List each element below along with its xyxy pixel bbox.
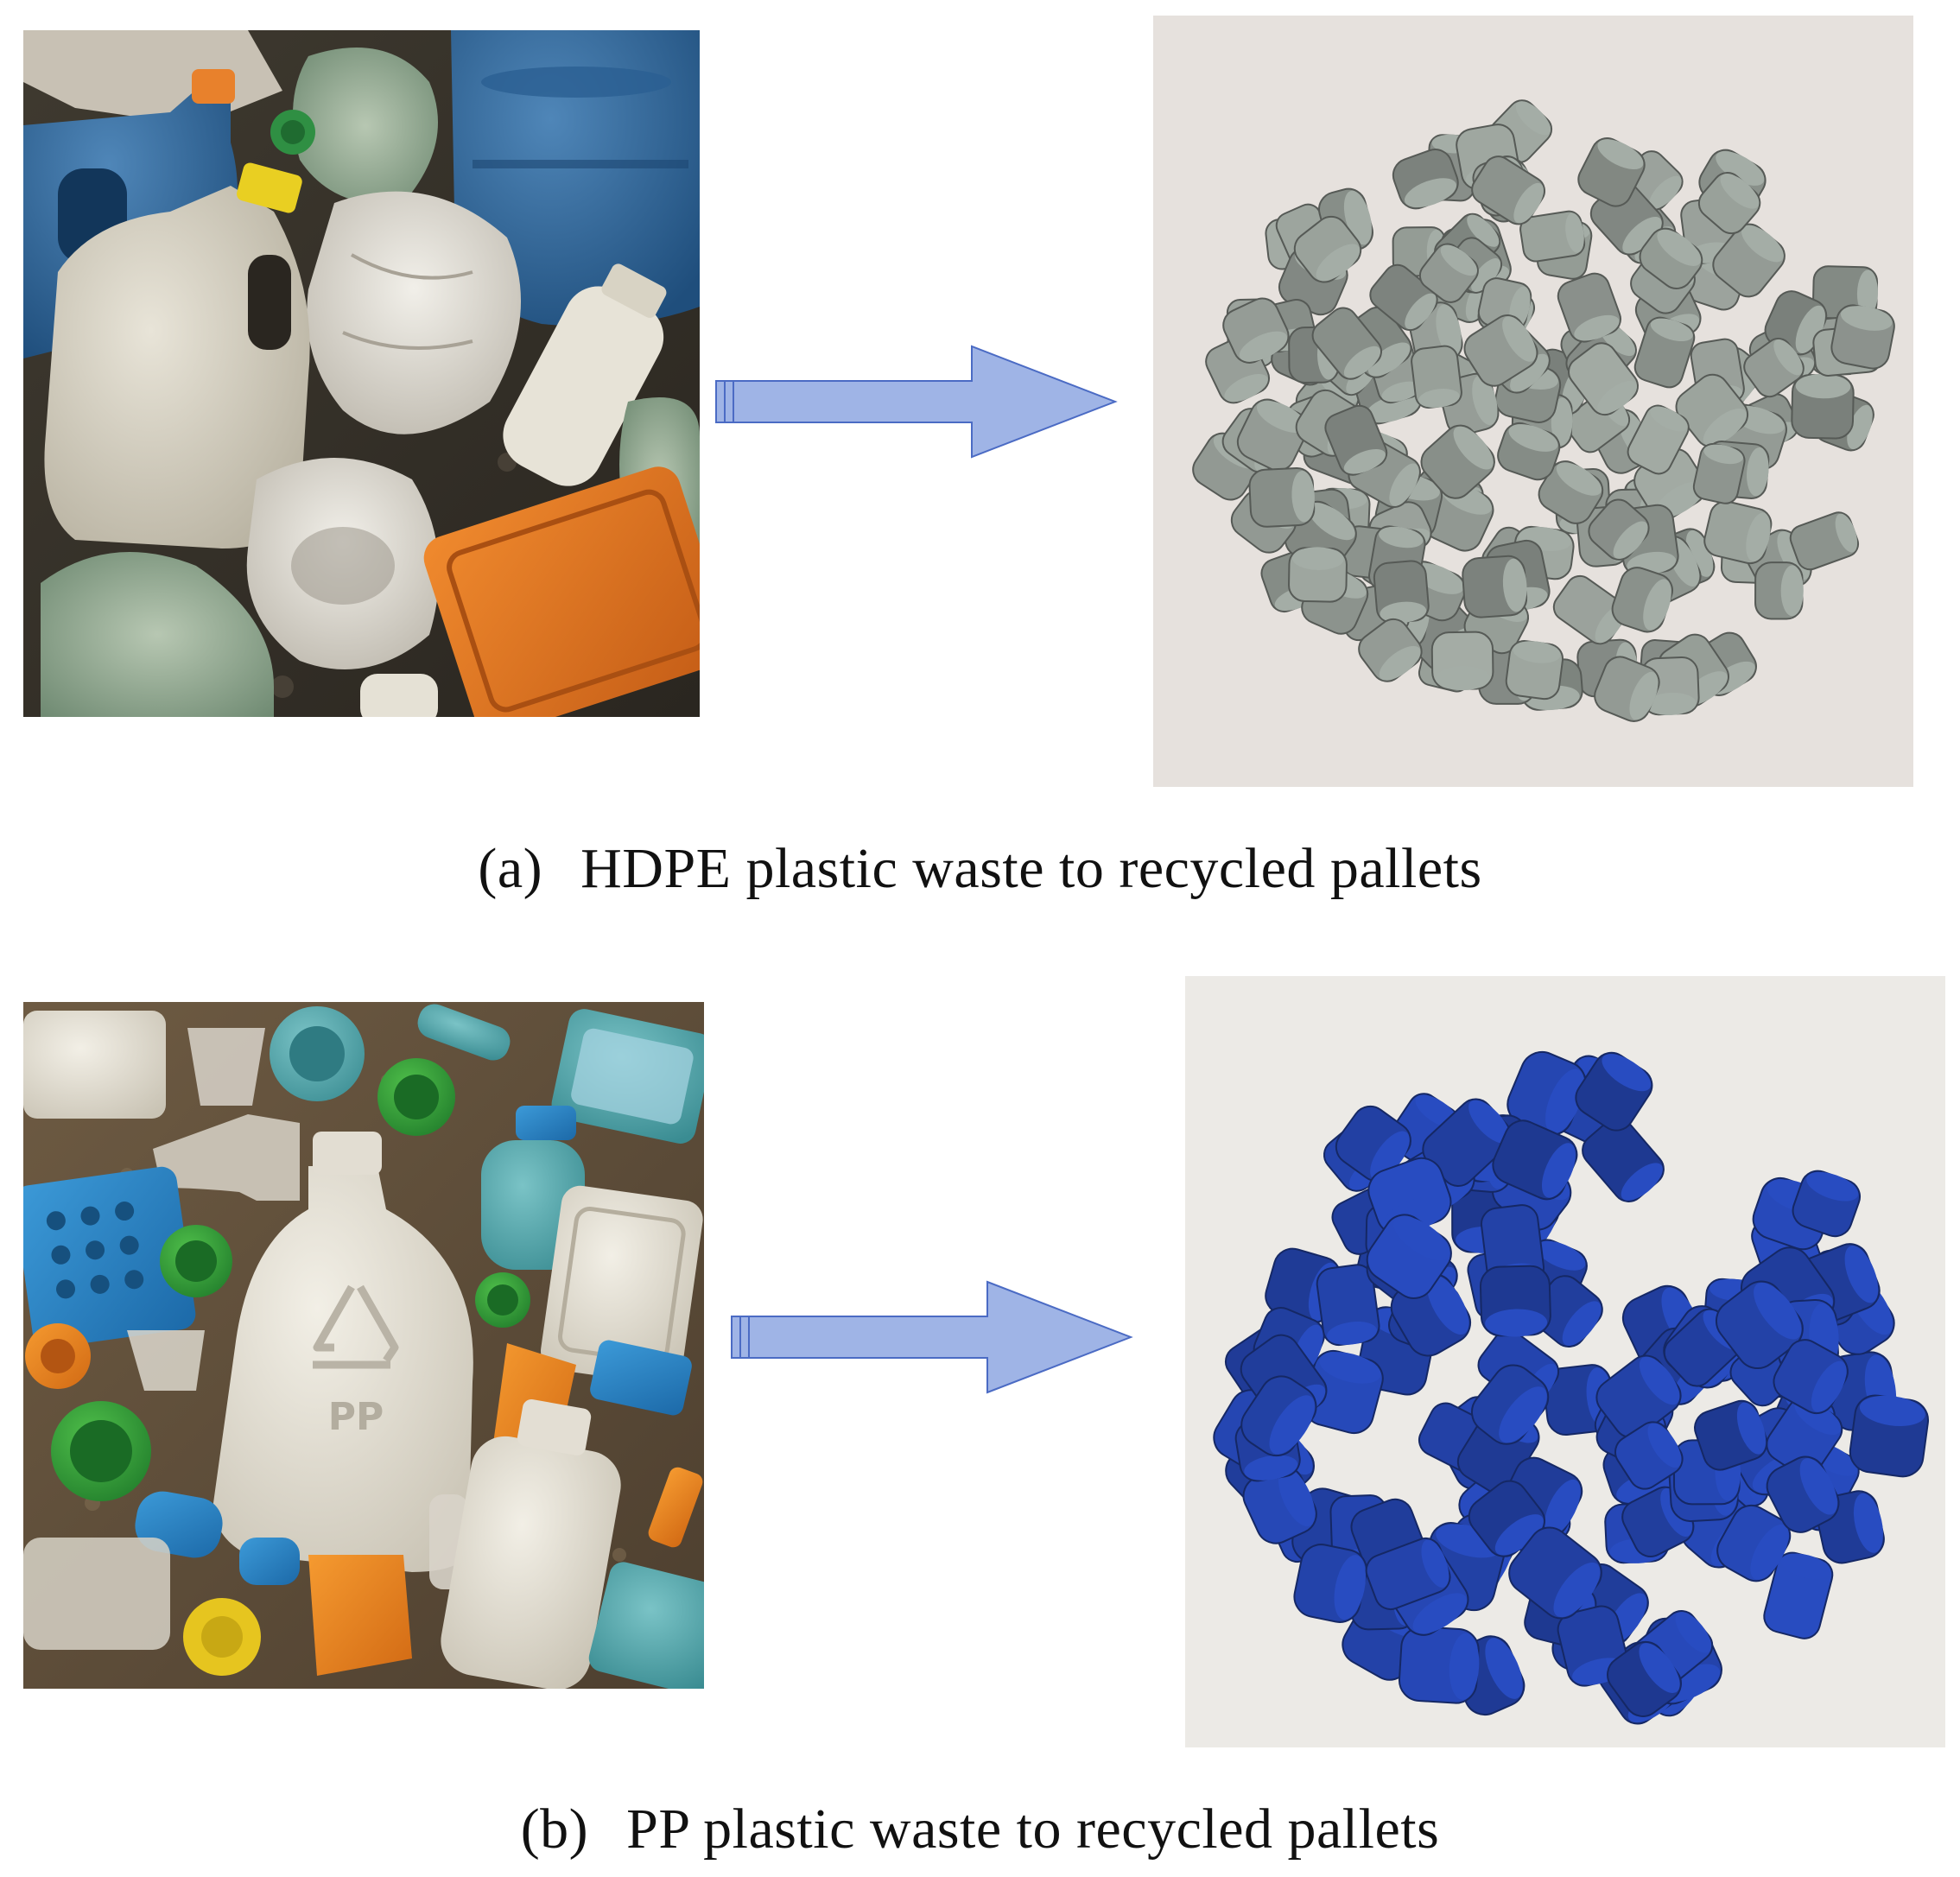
pellet [1470, 1364, 1550, 1445]
pellet [1418, 243, 1479, 303]
hdpe-pellets-photo [1153, 16, 1913, 787]
pellet [1588, 498, 1650, 561]
pellet [1594, 656, 1660, 722]
pellet [1639, 227, 1703, 289]
pellet [1607, 1640, 1682, 1717]
pellet [1830, 304, 1895, 370]
pellet [1248, 467, 1316, 528]
pellet [1633, 316, 1696, 389]
pellet [1849, 1394, 1930, 1478]
pellet [1366, 1214, 1452, 1299]
pellet [1222, 297, 1290, 364]
pellet [1773, 1339, 1849, 1415]
pellet [1288, 547, 1348, 603]
pellet [1611, 567, 1673, 633]
pellet [1575, 1051, 1653, 1132]
pellet [1497, 422, 1561, 481]
pellet [1324, 404, 1388, 476]
pellet [1694, 1399, 1768, 1471]
pellet [1303, 1349, 1384, 1435]
pellet [1538, 460, 1604, 524]
pellet [1743, 338, 1805, 398]
pellet [1335, 1105, 1411, 1183]
pellet [1552, 574, 1627, 645]
pellet [1492, 1119, 1578, 1201]
pellet [1811, 265, 1879, 320]
pellet [1506, 1050, 1587, 1137]
pp-pellets-photo [1185, 976, 1945, 1747]
pellet [1505, 640, 1564, 701]
pellet [1236, 398, 1309, 472]
arrow-hdpe [715, 345, 1118, 459]
pellet [1715, 1280, 1804, 1370]
pellet [1582, 1117, 1665, 1202]
pellet [1557, 272, 1622, 343]
pellet [1568, 342, 1639, 416]
caption-b-text: PP plastic waste to recycled pallets [626, 1798, 1440, 1861]
pellet [1358, 618, 1423, 682]
pp-waste-photo: PP [23, 1002, 704, 1689]
pellet [1595, 1354, 1682, 1439]
pellet [1420, 424, 1495, 499]
recycle-symbol-icon [313, 1284, 399, 1369]
caption-b: (b) PP plastic waste to recycled pallets [0, 1797, 1960, 1862]
pellet [1697, 172, 1761, 235]
pellet [1627, 404, 1690, 475]
pellet [1754, 561, 1804, 620]
pellet [1316, 1264, 1380, 1347]
arrow-pp-shape [731, 1280, 1133, 1394]
pellet [1293, 1544, 1367, 1623]
pellet [1471, 155, 1546, 225]
pellet [1703, 500, 1773, 565]
caption-a: (a) HDPE plastic waste to recycled pallet… [0, 836, 1960, 902]
pellet [1373, 560, 1430, 624]
pellet [1763, 1551, 1834, 1639]
pellet [1392, 149, 1459, 210]
pellet [1365, 1537, 1451, 1611]
pellet [1468, 1480, 1546, 1557]
pellet [1614, 1421, 1684, 1490]
pellet [1462, 555, 1528, 618]
caption-a-text: HDPE plastic waste to recycled pallets [580, 837, 1482, 900]
pellet [1398, 1626, 1480, 1704]
pellet [1577, 137, 1646, 207]
arrow-pp [731, 1280, 1133, 1394]
pellet [1508, 1526, 1602, 1620]
pellet [1422, 1098, 1513, 1187]
pellet [1716, 1504, 1792, 1582]
pellet [1479, 1265, 1551, 1337]
caption-a-label: (a) [478, 837, 543, 900]
pellet [1792, 1170, 1861, 1238]
pp-bottle-mark: PP [328, 1395, 384, 1439]
pellet [1766, 1455, 1840, 1533]
pellet [1311, 307, 1382, 380]
pellet [1789, 511, 1860, 571]
pellet [1240, 1375, 1317, 1457]
pellet [1675, 373, 1749, 448]
pellet [1712, 223, 1786, 298]
pellet [1692, 443, 1746, 504]
pellet [1293, 215, 1362, 283]
pellet [1519, 210, 1586, 263]
caption-b-label: (b) [520, 1798, 589, 1861]
pellet [1430, 631, 1494, 691]
pellet [1463, 314, 1538, 387]
hdpe-waste-photo [23, 30, 700, 717]
pellet [1411, 345, 1462, 409]
pellet [1791, 374, 1855, 440]
arrow-hdpe-shape [715, 345, 1118, 459]
